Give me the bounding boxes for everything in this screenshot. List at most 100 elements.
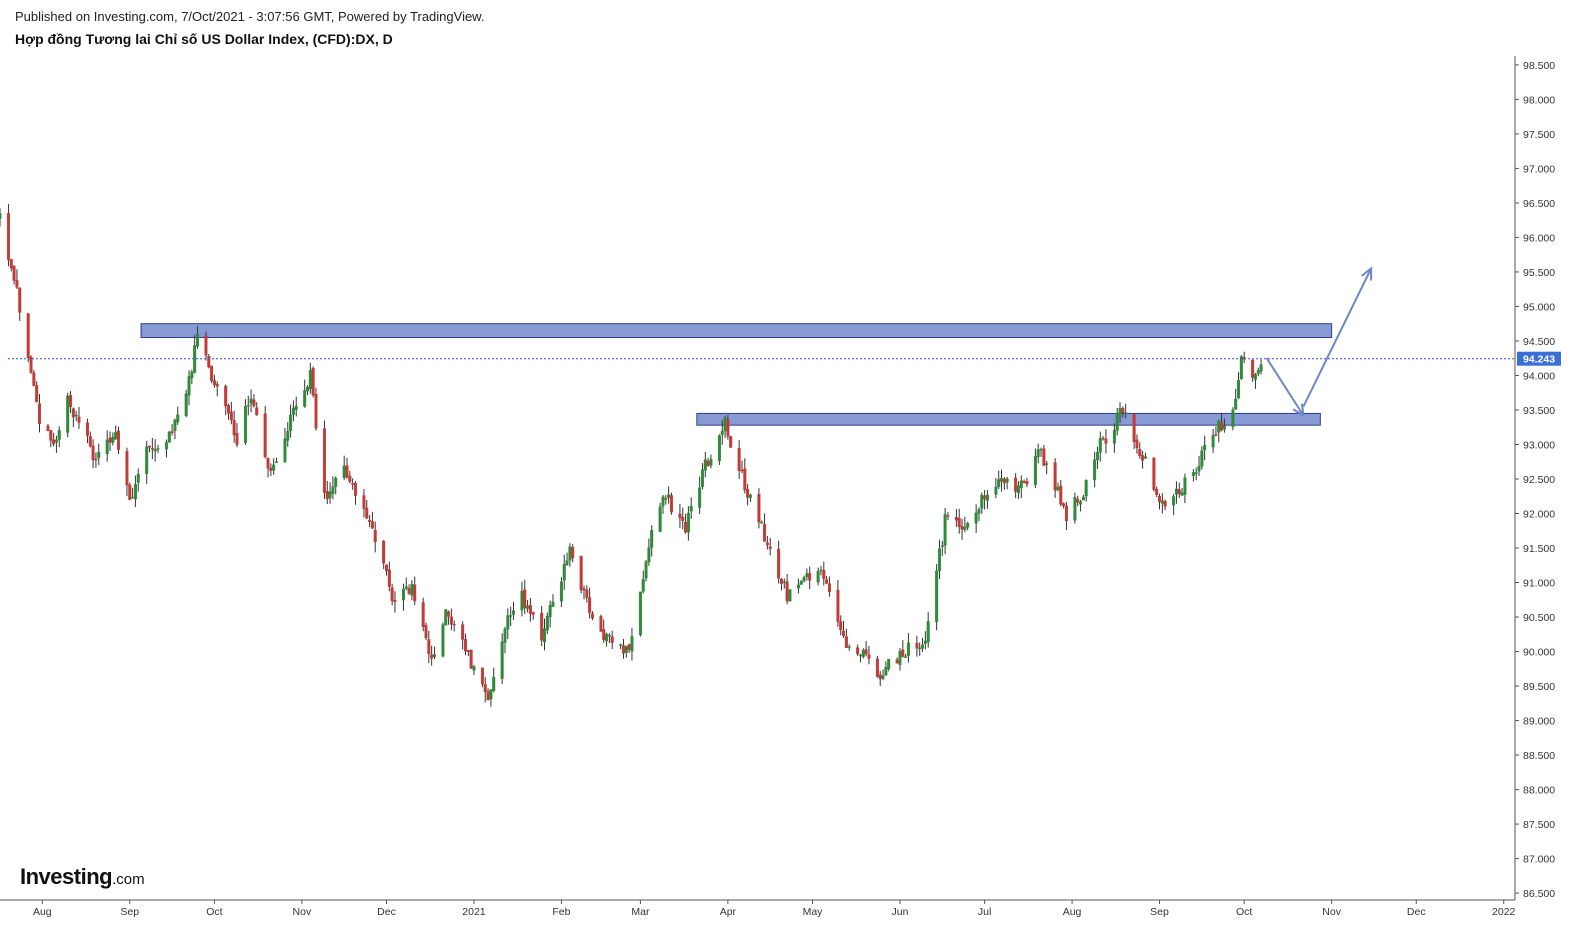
candle-up [997,479,1001,488]
candle-down [610,636,614,643]
candle-up [966,522,970,528]
candle-down [212,380,216,386]
candle-down [678,513,682,519]
price-tick-label: 90.000 [1523,647,1555,659]
candle-up [173,419,177,431]
candle-up [937,548,941,572]
candle-up [195,333,199,347]
time-tick-label: Aug [1063,906,1082,918]
candle-up [1191,472,1195,476]
candle-down [69,394,73,408]
candle-up [1118,408,1122,416]
candle-down [895,659,899,664]
candle-up [489,689,493,700]
candle-down [878,674,882,680]
candle-down [864,649,868,655]
logo-suffix-text: .com [112,871,145,888]
price-tick-label: 92.500 [1523,474,1555,486]
candle-down [382,540,386,564]
candle-down [266,458,270,469]
candle-up [57,430,61,440]
candle-up [1160,500,1164,504]
candle-up [1045,463,1049,465]
candle-down [29,356,33,373]
candle-up [644,561,648,579]
candle-down [353,482,357,496]
candle-up [133,483,137,500]
candle-up [0,213,2,219]
candle-up [526,605,530,609]
candle-down [1042,448,1046,466]
candle-up [1056,486,1060,490]
candle-down [108,437,112,443]
candle-up [1124,412,1128,414]
candle-up [709,459,713,466]
candle-down [210,365,214,381]
candle-up [1005,478,1009,483]
candle-down [839,621,843,630]
candle-down [385,564,389,571]
candle-up [472,666,476,671]
time-tick-label: May [803,906,824,918]
candle-down [235,432,239,445]
candle-up [432,654,436,658]
candle-down [424,625,428,639]
candle-down [1062,503,1066,507]
candle-down [669,495,673,513]
candle-down [579,555,583,591]
zone-layer [140,323,1333,426]
candle-down [204,335,208,356]
candle-up [943,514,947,546]
price-tick-label: 95.500 [1523,267,1555,279]
candle-up [1217,420,1221,433]
candle-down [77,416,81,423]
candle-up [689,505,693,512]
candle-down [1064,505,1068,522]
candle-down [365,507,369,519]
candle-down [590,613,594,619]
candle-up [54,439,58,443]
candle-down [954,517,958,521]
candle-up [977,509,981,514]
candle-up [164,442,168,450]
candle-up [545,615,549,631]
candle-down [765,542,769,546]
candle-up [805,573,809,577]
candle-down [32,372,36,386]
candle-down [1158,495,1162,503]
lower-support-zone [696,412,1321,426]
candle-down [822,570,826,579]
candle-up [568,546,572,561]
candle-up [1095,452,1099,461]
candle-down [469,649,473,669]
candle-up [926,621,930,643]
candle-up [748,494,752,498]
candle-down [777,548,781,579]
candle-up [1222,425,1226,430]
investing-logo: Investing.com [20,864,145,890]
candle-up [624,646,628,653]
candle-up [667,494,671,498]
candle-up [923,640,927,644]
candle-up [703,459,707,471]
candle-down [582,588,586,591]
candle-down [18,287,22,313]
candle-down [785,581,789,602]
price-tick-label: 93.000 [1523,439,1555,451]
candle-down [466,650,470,652]
candle-down [523,589,527,609]
candle-up [1036,449,1040,457]
candle-up [858,654,862,657]
candle-up [1174,488,1178,495]
price-tick-label: 89.000 [1523,716,1555,728]
candle-up [286,430,290,441]
candle-up [1143,456,1147,459]
time-tick-label: 2022 [1492,906,1516,918]
candle-up [249,398,253,404]
candle-up [1231,409,1235,428]
pullback-arrow [1265,357,1305,417]
time-tick-label: Nov [293,906,312,918]
candle-up [884,666,888,676]
candle-down [1152,457,1156,490]
candle-up [720,430,724,435]
